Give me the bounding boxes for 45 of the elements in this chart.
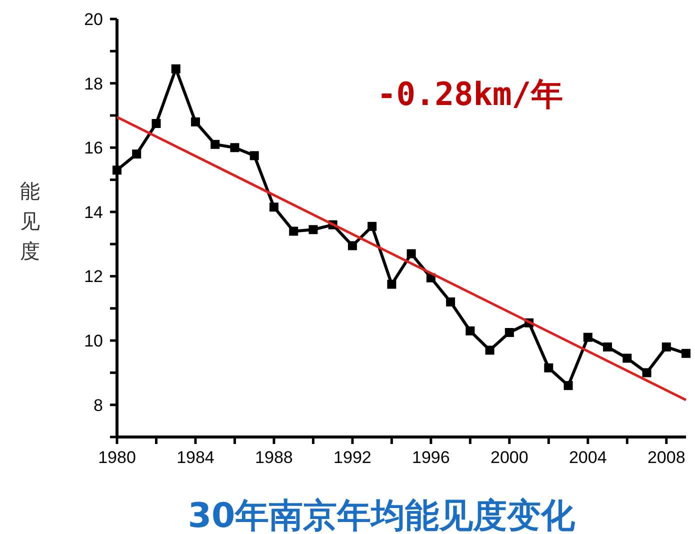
text: 30年南京年均能见度变化 xyxy=(188,496,576,534)
point xyxy=(446,297,456,306)
point xyxy=(466,326,475,336)
point xyxy=(210,140,220,149)
point xyxy=(662,342,671,352)
x-tick-label: 1996 xyxy=(412,448,450,467)
y-tick-label: 14 xyxy=(84,202,103,222)
point xyxy=(642,368,652,378)
x-tick-label: 1988 xyxy=(255,448,293,467)
point xyxy=(622,354,632,363)
x-tick-label: 2000 xyxy=(490,448,528,467)
x-tick-label: 1980 xyxy=(98,448,136,467)
y-tick-label: 20 xyxy=(84,10,103,29)
point xyxy=(250,151,259,160)
point xyxy=(112,166,122,175)
point xyxy=(544,363,554,372)
y-tick-label: 10 xyxy=(84,331,103,350)
point xyxy=(308,225,318,234)
point xyxy=(603,342,612,352)
point xyxy=(583,332,592,342)
point xyxy=(289,226,298,236)
annotation: -0.28km/年 xyxy=(376,75,564,113)
point xyxy=(485,346,494,355)
point xyxy=(132,150,142,159)
point xyxy=(348,241,357,250)
point xyxy=(230,143,240,152)
point xyxy=(564,381,573,390)
x-tick-label: 2008 xyxy=(647,448,686,467)
point xyxy=(387,280,396,289)
point xyxy=(682,348,690,358)
x-tick-label: 2004 xyxy=(568,448,607,467)
point xyxy=(152,119,161,128)
x-tick-label: 1992 xyxy=(334,448,372,467)
y-tick-label: 8 xyxy=(94,396,103,415)
y-tick-label: 16 xyxy=(84,138,103,158)
y-tick-label: 18 xyxy=(84,74,103,94)
point xyxy=(368,222,377,231)
x-tick-label: 1984 xyxy=(176,448,214,467)
point xyxy=(190,117,200,126)
y-tick-label: 12 xyxy=(84,267,103,286)
point xyxy=(171,64,180,74)
point xyxy=(406,249,416,258)
point xyxy=(269,202,278,212)
point xyxy=(504,328,514,337)
y-axis-title: 能见度 xyxy=(20,179,40,263)
